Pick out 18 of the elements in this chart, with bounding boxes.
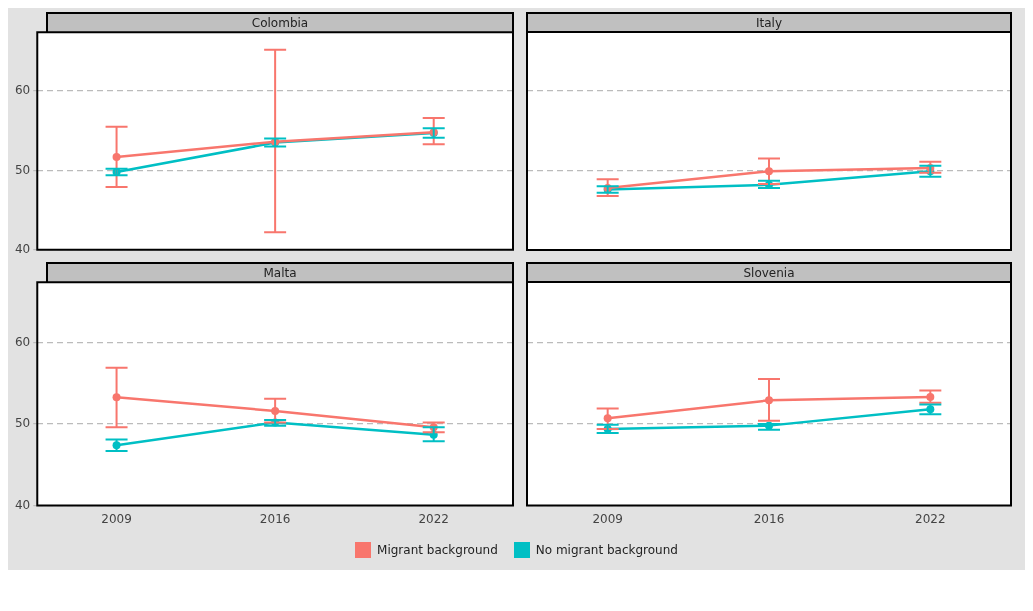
chart-title: Malta: [46, 262, 514, 282]
y-tick-label: 50: [14, 162, 31, 177]
x-tick-label: 2016: [259, 511, 291, 526]
y-tick-label: 60: [14, 83, 31, 98]
y-tick-label: 40: [14, 241, 31, 256]
legend-label: No migrant background: [535, 543, 678, 557]
legend-label: Migrant background: [377, 543, 498, 557]
x-tick-label: 2022: [418, 511, 449, 526]
chart-title: Slovenia: [526, 262, 1012, 282]
y-tick-label: 50: [14, 416, 31, 431]
x-tick-label: 2009: [101, 511, 132, 526]
chart-title: Colombia: [46, 12, 514, 32]
x-tick-label: 2022: [915, 511, 946, 526]
x-tick-label: 2009: [592, 511, 623, 526]
chart-title: Italy: [526, 12, 1012, 32]
y-tick-label: 40: [14, 497, 31, 512]
y-tick-label: 60: [14, 334, 31, 349]
x-tick-label: 2016: [753, 511, 785, 526]
